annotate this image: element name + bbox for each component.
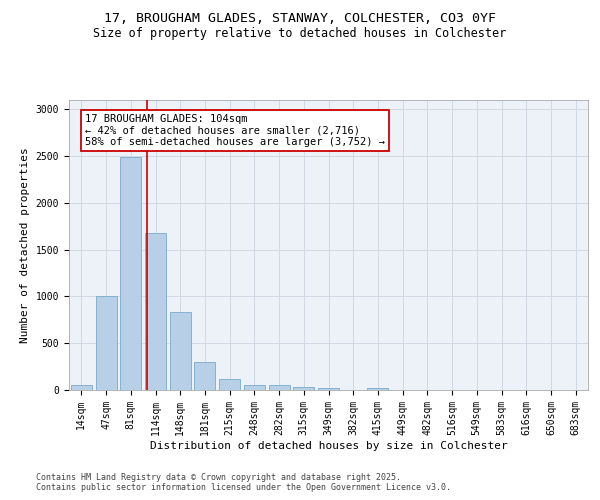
- Text: Size of property relative to detached houses in Colchester: Size of property relative to detached ho…: [94, 28, 506, 40]
- Text: 17 BROUGHAM GLADES: 104sqm
← 42% of detached houses are smaller (2,716)
58% of s: 17 BROUGHAM GLADES: 104sqm ← 42% of deta…: [85, 114, 385, 147]
- Bar: [244, 385, 265, 390]
- Text: Contains HM Land Registry data © Crown copyright and database right 2025.
Contai: Contains HM Land Registry data © Crown c…: [36, 472, 451, 492]
- Bar: [71, 386, 92, 390]
- Bar: [293, 386, 314, 390]
- Y-axis label: Number of detached properties: Number of detached properties: [20, 147, 30, 343]
- Bar: [269, 386, 290, 390]
- Bar: [95, 296, 116, 390]
- Bar: [194, 362, 215, 390]
- Bar: [120, 157, 141, 390]
- X-axis label: Distribution of detached houses by size in Colchester: Distribution of detached houses by size …: [149, 440, 508, 450]
- Bar: [145, 233, 166, 390]
- Bar: [170, 312, 191, 390]
- Bar: [219, 379, 240, 390]
- Text: 17, BROUGHAM GLADES, STANWAY, COLCHESTER, CO3 0YF: 17, BROUGHAM GLADES, STANWAY, COLCHESTER…: [104, 12, 496, 26]
- Bar: [318, 388, 339, 390]
- Bar: [367, 388, 388, 390]
